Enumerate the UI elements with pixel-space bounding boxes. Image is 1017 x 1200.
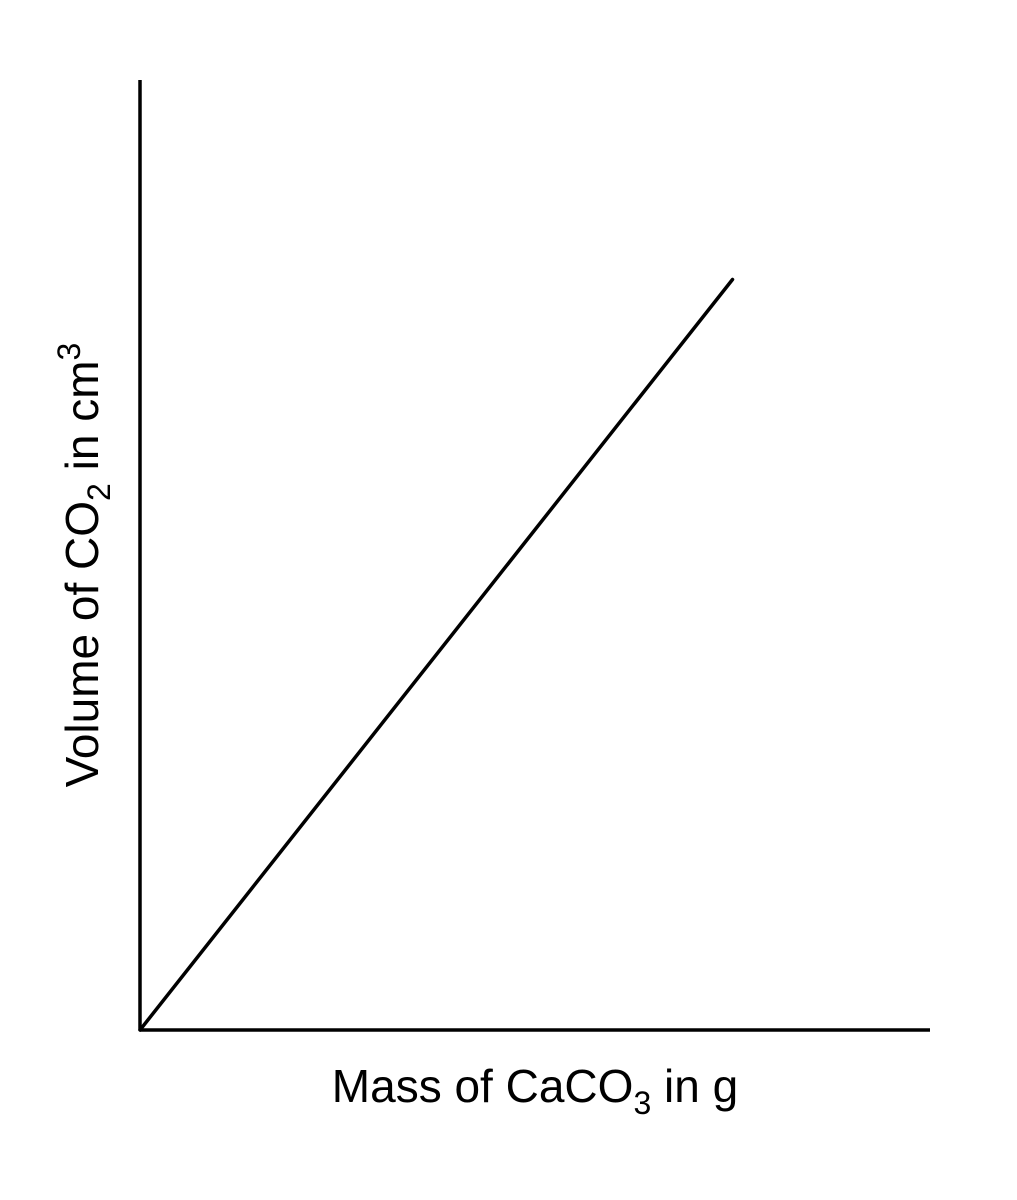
y-axis-title-subscript: 2 (81, 483, 117, 501)
y-axis-title-middle: in cm (56, 360, 108, 483)
x-axis-title-subscript: 3 (633, 1085, 651, 1121)
y-axis-title-prefix: Volume of CO (56, 501, 108, 787)
y-axis-title-superscript: 3 (51, 343, 87, 361)
x-axis-title-suffix: in g (651, 1060, 738, 1112)
x-axis-title: Mass of CaCO3 in g (332, 1060, 738, 1121)
series-line-0 (138, 277, 735, 1032)
x-axis-title-prefix: Mass of CaCO (332, 1060, 634, 1112)
series-layer (138, 277, 735, 1032)
y-axis-title: Volume of CO2 in cm3 (51, 343, 117, 788)
